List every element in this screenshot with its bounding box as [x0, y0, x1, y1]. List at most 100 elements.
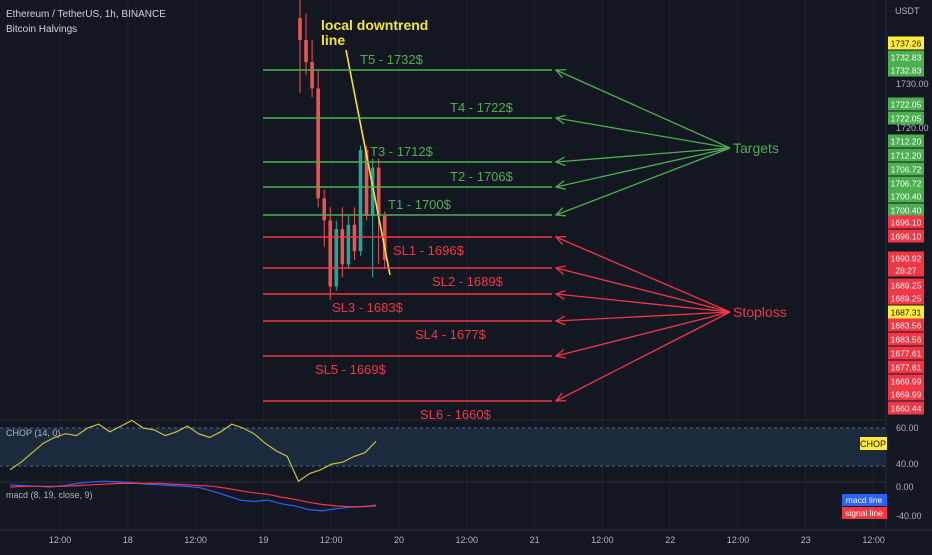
annotation-arrowhead	[554, 392, 567, 402]
price-tag: 1690.92	[891, 254, 922, 264]
annotation-arrow	[555, 311, 731, 357]
annotation-arrow	[555, 69, 731, 149]
annotation-arrowhead	[554, 349, 566, 359]
chop-tag-box	[860, 437, 887, 450]
targets-label: Targets	[733, 140, 779, 156]
price-tag: 1712.20	[891, 151, 922, 161]
price-tag-box	[888, 189, 924, 203]
price-tag: 28:27	[895, 266, 917, 276]
candle-body	[328, 220, 333, 287]
price-tag-box	[888, 215, 924, 229]
target-level-label: T3 - 1712$	[370, 144, 434, 159]
price-tag-box	[888, 305, 924, 319]
time-tick-label: 12:00	[591, 535, 614, 545]
price-tag: 1683.56	[891, 335, 922, 345]
candles	[298, 0, 387, 300]
price-tag-box	[888, 36, 924, 50]
symbol-title: Ethereum / TetherUS, 1h, BINANCE	[6, 9, 166, 20]
price-tag: 1700.40	[891, 206, 922, 216]
price-tag-box	[888, 251, 924, 265]
annotation-arrowhead	[554, 289, 566, 300]
candle-body	[298, 18, 302, 40]
price-tag-box	[888, 318, 924, 332]
annotation-arrowhead	[554, 114, 566, 125]
price-tags: 1737.26 1732.83 1732.83 1722.05 1722.05 1712.…	[888, 36, 924, 415]
candle-body	[352, 224, 357, 252]
chop-tick-60: 60.00	[896, 423, 919, 433]
annotation-arrowhead	[554, 235, 567, 245]
price-tag: 1700.40	[891, 192, 922, 202]
chop-title: CHOP (14, 0)	[6, 428, 60, 438]
price-tag-box	[888, 148, 924, 162]
candle-body	[358, 150, 363, 252]
stoploss-label: Stoploss	[733, 304, 787, 320]
annotation-arrow	[555, 311, 731, 402]
time-tick-label: 12:00	[320, 535, 343, 545]
price-tag-box	[888, 291, 924, 305]
price-tag: 1669.99	[891, 377, 922, 387]
price-tag: 1687.31	[891, 308, 922, 318]
macd-legend-box	[842, 494, 887, 506]
price-tag: 1696.10	[891, 218, 922, 228]
stoploss-level-label: SL4 - 1677$	[415, 327, 487, 342]
time-tick-label: 19	[258, 535, 268, 545]
chop-band	[0, 428, 886, 466]
annotation-arrow	[555, 236, 731, 313]
time-tick-label: 21	[530, 535, 540, 545]
price-tag-box	[888, 134, 924, 148]
candle-body	[382, 216, 387, 260]
candle-body	[346, 224, 351, 265]
time-tick-label: 23	[801, 535, 811, 545]
price-tag: 1722.05	[891, 114, 922, 124]
price-tag: 1660.44	[891, 404, 922, 414]
time-tick-label: 12:00	[184, 535, 207, 545]
price-tag: 1706.72	[891, 165, 922, 175]
signal-series-line	[9, 482, 377, 508]
candle-body	[340, 229, 345, 265]
candle-body	[376, 167, 381, 216]
stoploss-level-label: SL2 - 1689$	[432, 274, 504, 289]
annotation-arrow	[555, 147, 731, 216]
currency-label: USDT	[895, 6, 920, 16]
price-tag-box	[888, 229, 924, 243]
annotation-arrowhead	[554, 207, 567, 217]
time-tick-label: 12:00	[456, 535, 479, 545]
annotation-arrowhead	[554, 156, 566, 167]
stoploss-level-label: SL5 - 1669$	[315, 362, 387, 377]
price-axis-tick: 1730.00	[896, 79, 929, 89]
price-tag-box	[888, 97, 924, 111]
annotation-arrow	[555, 267, 731, 313]
trendline-label-line-1: local downtrend	[321, 17, 428, 33]
price-tag: 1696.10	[891, 232, 922, 242]
candle-body	[322, 198, 326, 221]
annotation-arrowhead	[554, 265, 566, 275]
time-tick-label: 18	[123, 535, 133, 545]
signal-legend-box	[842, 507, 887, 519]
annotation-arrow	[555, 293, 731, 313]
trendline-label-line-2: line	[321, 32, 345, 48]
macd-series-line	[9, 480, 377, 512]
chop-series-line	[9, 419, 377, 483]
candle-body	[304, 40, 308, 62]
price-tag-box	[888, 332, 924, 346]
annotation-arrow	[555, 311, 731, 322]
time-tick-label: 12:00	[727, 535, 750, 545]
time-axis: 12:00 18 12:00 19 12:00 20 12:00 21 12:00 22 12:00…	[49, 535, 885, 545]
price-tag-box	[888, 374, 924, 388]
stoploss-level-label: SL3 - 1683$	[332, 300, 404, 315]
target-level-label: T2 - 1706$	[450, 169, 514, 184]
price-tag: 1689.25	[891, 281, 922, 291]
price-tag-box	[888, 360, 924, 374]
price-tag: 1722.05	[891, 100, 922, 110]
price-levels: T5 - 1732$ T4 - 1722$ T3 - 1712$ T2 - 1706$…	[263, 52, 552, 422]
trendline-label: local downtrend line	[321, 17, 432, 48]
price-tag: 1677.61	[891, 363, 922, 373]
indicator-title: Bitcoin Halvings	[6, 24, 77, 35]
macd-title: macd (8, 19, close, 9)	[6, 490, 93, 500]
candle-body	[370, 167, 375, 216]
price-tag-box	[888, 401, 924, 415]
price-tag-box	[888, 50, 924, 64]
time-tick-label: 12:00	[862, 535, 885, 545]
candle-body	[364, 150, 369, 216]
